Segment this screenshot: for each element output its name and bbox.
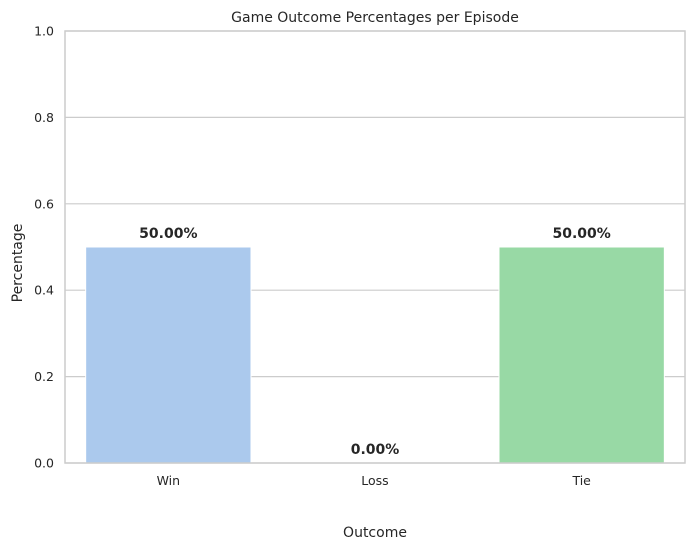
y-tick-label: 0.6: [34, 196, 54, 211]
data-labels: 50.00% 0.00% 50.00%: [139, 226, 611, 458]
x-tick-label: Tie: [571, 473, 591, 488]
chart-title: Game Outcome Percentages per Episode: [231, 10, 519, 26]
data-label: 0.00%: [351, 442, 400, 458]
data-label: 50.00%: [139, 226, 197, 242]
x-tick-label: Win: [157, 473, 180, 488]
bars: [85, 246, 665, 464]
plot-frame: [64, 30, 686, 464]
bar-tie: [498, 246, 665, 464]
y-axis-label: Percentage: [10, 224, 26, 303]
bar-win: [85, 246, 252, 464]
x-axis-label: Outcome: [343, 525, 407, 541]
x-axis-ticks: Win Loss Tie: [157, 473, 592, 488]
y-tick-label: 1.0: [34, 24, 54, 39]
y-tick-label: 0.2: [34, 369, 54, 384]
x-tick-label: Loss: [361, 473, 388, 488]
data-label: 50.00%: [553, 226, 611, 242]
y-axis-ticks: 0.0 0.2 0.4 0.6 0.8 1.0: [34, 24, 54, 471]
y-tick-label: 0.4: [34, 283, 54, 298]
y-tick-label: 0.0: [34, 456, 54, 471]
y-tick-label: 0.8: [34, 110, 54, 125]
